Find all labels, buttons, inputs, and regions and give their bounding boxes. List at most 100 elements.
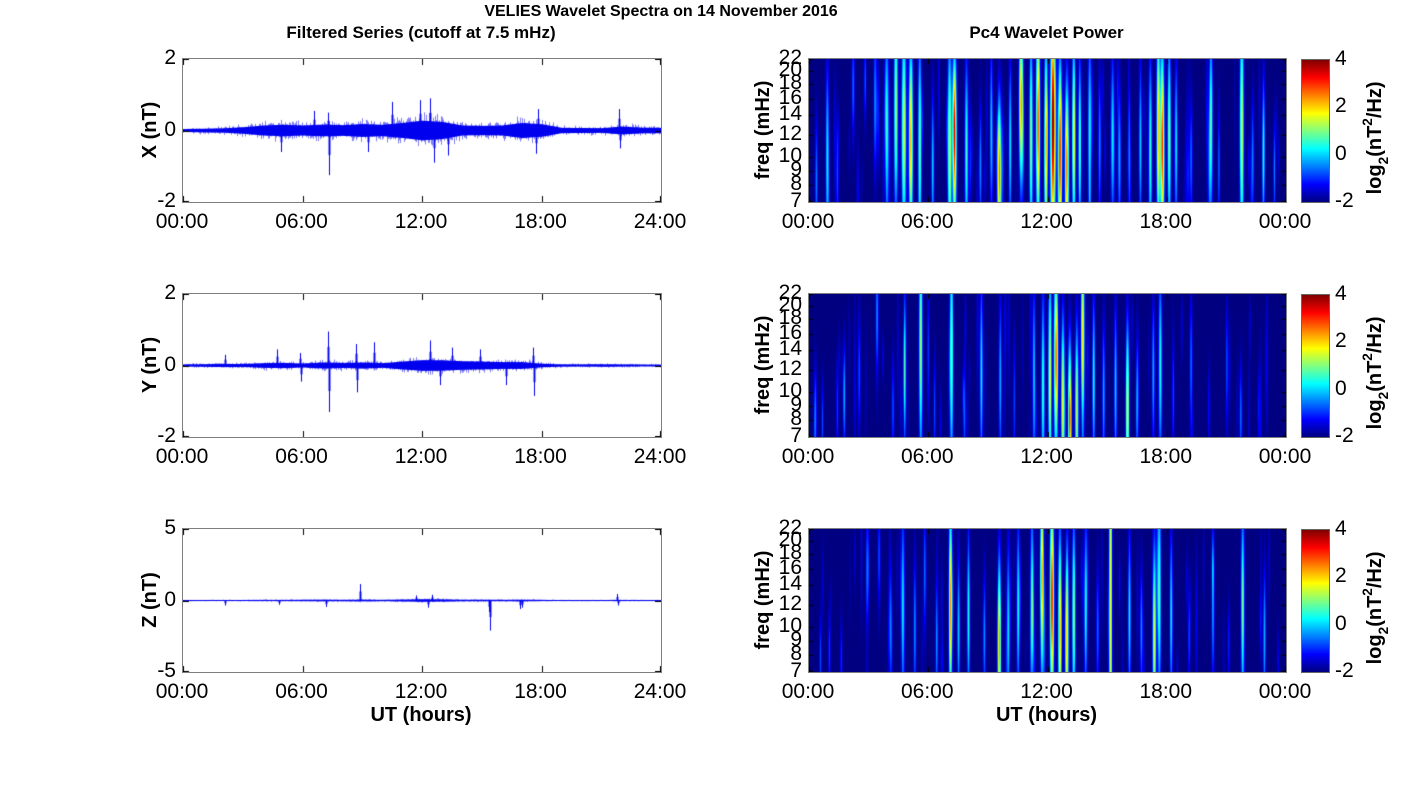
colorbar-tick-label: 4 [1335, 47, 1347, 70]
freq-ytick-label: 16 [778, 555, 802, 579]
series-xtick-label: 06:00 [275, 680, 328, 703]
spectrogram-xtick-label: 00:00 [1258, 445, 1312, 468]
freq-ytick-label: 9 [790, 392, 802, 416]
series-xtick-label: 24:00 [633, 445, 687, 468]
series-xtick-label: 12:00 [394, 210, 448, 233]
spectrogram-xtick-label: 06:00 [900, 210, 954, 233]
series-xtick-label: 12:00 [394, 680, 448, 703]
spectrogram-xtick-label: 00:00 [781, 680, 835, 703]
series-ytick-label: -2 [157, 424, 176, 447]
series-xtick-label: 00:00 [155, 680, 209, 703]
freq-ytick-label: 22 [778, 281, 802, 304]
series-xtick-label: 24:00 [633, 210, 687, 233]
z-wavelet-spectrogram [809, 529, 1286, 672]
freq-ytick-label: 10 [778, 614, 802, 638]
freq-ytick-label: 20 [778, 527, 802, 551]
colorbar [1301, 59, 1330, 203]
spectrogram-xtick-label: 12:00 [1020, 680, 1073, 703]
freq-ytick-label: 18 [778, 71, 802, 95]
colorbar-label-sup: 2 [1360, 117, 1376, 126]
colorbar-label-mid: (nT [1364, 360, 1387, 392]
filtered-series-column-title: Filtered Series (cutoff at 7.5 mHz) [286, 23, 556, 42]
z-series-panel [182, 528, 662, 673]
freq-ytick-label: 12 [778, 121, 802, 145]
series-ytick-label: -5 [157, 659, 176, 682]
x-series-panel [182, 58, 662, 203]
series-ytick-label: 5 [164, 516, 176, 539]
wavelet-power-column-title: Pc4 Wavelet Power [969, 23, 1124, 42]
colorbar-tick-label: -2 [1335, 189, 1354, 212]
freq-ytick-label: 18 [778, 306, 802, 330]
freq-ytick-label: 10 [778, 144, 802, 168]
freq-ytick-label: 14 [778, 102, 802, 126]
left-xaxis-label: UT (hours) [370, 704, 472, 726]
series-xtick-label: 18:00 [514, 445, 567, 468]
freq-ytick-label: 12 [778, 591, 802, 615]
colorbar-label-suffix: /Hz) [1364, 315, 1387, 353]
series-ytick-label: 2 [164, 46, 176, 69]
freq-ytick-label: 8 [790, 172, 802, 196]
spectrogram-xtick-label: 00:00 [1258, 210, 1312, 233]
colorbar-tick-label: 2 [1335, 94, 1347, 118]
colorbar [1301, 529, 1330, 673]
freq-ytick-label: 22 [778, 46, 802, 69]
series-ytick-label: 0 [164, 117, 176, 141]
colorbar-tick-label: 0 [1335, 611, 1347, 635]
freq-ytick-label: 18 [778, 541, 802, 565]
colorbar-tick-label: 4 [1335, 517, 1347, 540]
colorbar-tick-label: -2 [1335, 659, 1354, 682]
series-xtick-label: 06:00 [275, 210, 328, 233]
spectrogram-xtick-label: 00:00 [1258, 680, 1312, 703]
freq-ytick-label: 16 [778, 85, 802, 109]
freq-ytick-label: 12 [778, 356, 802, 380]
y-wavelet-spectrogram [809, 294, 1286, 437]
spectrogram-xtick-label: 06:00 [900, 680, 954, 703]
freq-ytick-label: 9 [790, 627, 802, 651]
freq-ytick-label: 9 [790, 157, 802, 181]
colorbar-tick-label: 0 [1335, 141, 1347, 165]
y-wavelet-panel [808, 293, 1287, 438]
right-xaxis-label: UT (hours) [995, 704, 1098, 726]
series-xtick-label: 12:00 [394, 445, 448, 468]
colorbar-label-sub: 2 [1375, 626, 1391, 634]
freq-ytick-label: 14 [778, 337, 802, 361]
colorbar-label-sup: 2 [1360, 352, 1376, 361]
series-ytick-label: 0 [164, 587, 176, 611]
freq-ytick-label: 20 [778, 57, 802, 81]
series-xtick-label: 06:00 [275, 445, 328, 468]
colorbar-label: log2(nT2/Hz) [1356, 457, 1396, 757]
colorbar-label-prefix: log [1364, 398, 1387, 429]
series-xtick-label: 24:00 [633, 680, 687, 703]
series-ytick-label: 0 [164, 352, 176, 376]
colorbar-label-sup: 2 [1360, 587, 1376, 596]
colorbar-label-sub: 2 [1375, 391, 1391, 399]
freq-ylabel: freq (mHz) [752, 550, 774, 649]
x-series-plot [183, 59, 661, 202]
series-xtick-label: 00:00 [155, 210, 209, 233]
freq-ytick-label: 22 [778, 516, 802, 539]
spectrogram-xtick-label: 00:00 [781, 210, 835, 233]
colorbar-tick-label: 4 [1335, 282, 1347, 305]
spectrogram-xtick-label: 18:00 [1139, 680, 1193, 703]
freq-ytick-label: 7 [790, 424, 802, 447]
spectrogram-xtick-label: 18:00 [1139, 445, 1193, 468]
colorbar-label-suffix: /Hz) [1364, 550, 1387, 588]
series-xtick-label: 18:00 [514, 680, 567, 703]
z-wavelet-panel [808, 528, 1287, 673]
y-series-plot [183, 294, 661, 437]
colorbar-label-suffix: /Hz) [1364, 80, 1387, 118]
series-xtick-label: 00:00 [155, 445, 209, 468]
spectrogram-xtick-label: 12:00 [1020, 445, 1073, 468]
z-series-plot [183, 529, 661, 672]
colorbar-label-mid: (nT [1364, 125, 1387, 157]
colorbar-label-sub: 2 [1375, 156, 1391, 164]
colorbar-tick-label: 2 [1335, 564, 1347, 588]
freq-ytick-label: 7 [790, 189, 802, 212]
figure-title: VELIES Wavelet Spectra on 14 November 20… [484, 3, 838, 20]
freq-ytick-label: 20 [778, 292, 802, 316]
spectrogram-xtick-label: 18:00 [1139, 210, 1193, 233]
colorbar-label-prefix: log [1364, 633, 1387, 664]
y-series-panel [182, 293, 662, 438]
freq-ytick-label: 10 [778, 379, 802, 403]
